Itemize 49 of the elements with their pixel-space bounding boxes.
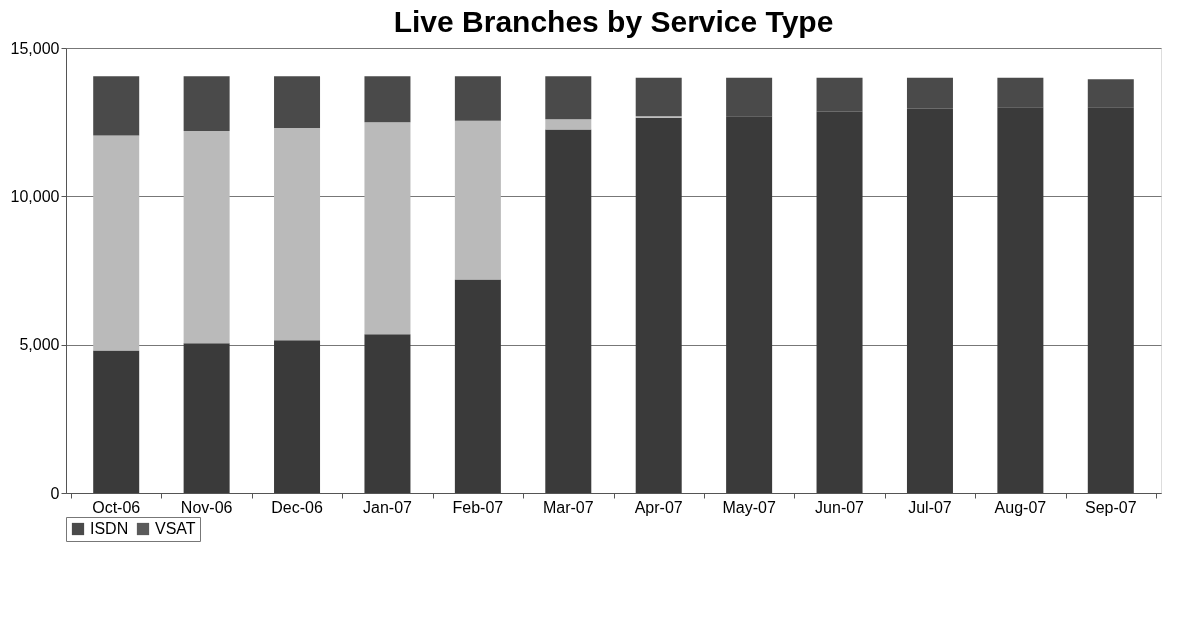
bar — [816, 111, 863, 493]
x-tick-label: Nov-06 — [180, 499, 233, 516]
bar — [93, 135, 140, 351]
bar — [726, 77, 773, 117]
bar — [274, 76, 321, 129]
x-tick-label: Feb-07 — [452, 499, 504, 516]
bar — [726, 116, 773, 493]
bar — [816, 77, 863, 112]
bar — [454, 120, 501, 280]
x-tick-label: Aug-07 — [994, 499, 1047, 516]
y-tick-label: 10,000 — [10, 187, 60, 205]
bar — [997, 77, 1044, 108]
x-tick-label: Oct-06 — [92, 499, 141, 516]
chart-title: Live Branches by Service Type — [393, 5, 834, 38]
x-tick-label: Jan-07 — [363, 499, 413, 516]
bar — [545, 76, 592, 120]
bar — [635, 117, 682, 493]
bar — [183, 343, 230, 493]
x-tick-label: Jun-07 — [815, 499, 865, 516]
x-tick-label: Dec-06 — [271, 499, 323, 516]
bar — [545, 119, 592, 130]
x-tick-label: May-07 — [722, 499, 776, 516]
bar — [93, 76, 140, 136]
bar — [545, 129, 592, 493]
x-tick-label: Jul-07 — [908, 499, 952, 516]
x-tick-label: Sep-07 — [1084, 499, 1137, 516]
bar — [454, 279, 501, 493]
bar — [183, 131, 230, 344]
bar — [93, 350, 140, 493]
legend-label: ISDN — [90, 520, 129, 537]
y-tick-label: 0 — [50, 484, 60, 502]
legend-label: VSAT — [155, 520, 196, 537]
x-tick-label: Apr-07 — [634, 499, 683, 516]
bar — [906, 77, 953, 109]
x-tick-label: Mar-07 — [542, 499, 594, 516]
y-tick-label: 5,000 — [19, 336, 60, 354]
bar — [274, 128, 321, 341]
bar — [1087, 79, 1134, 108]
bar — [364, 334, 411, 493]
bar — [454, 76, 501, 121]
bar — [997, 107, 1044, 493]
bar — [1087, 107, 1134, 493]
bar — [183, 76, 230, 132]
y-tick-label: 15,000 — [10, 39, 60, 57]
bar — [364, 76, 411, 123]
bar — [635, 77, 682, 117]
bar — [274, 340, 321, 493]
bar — [906, 108, 953, 493]
bar — [364, 122, 411, 335]
